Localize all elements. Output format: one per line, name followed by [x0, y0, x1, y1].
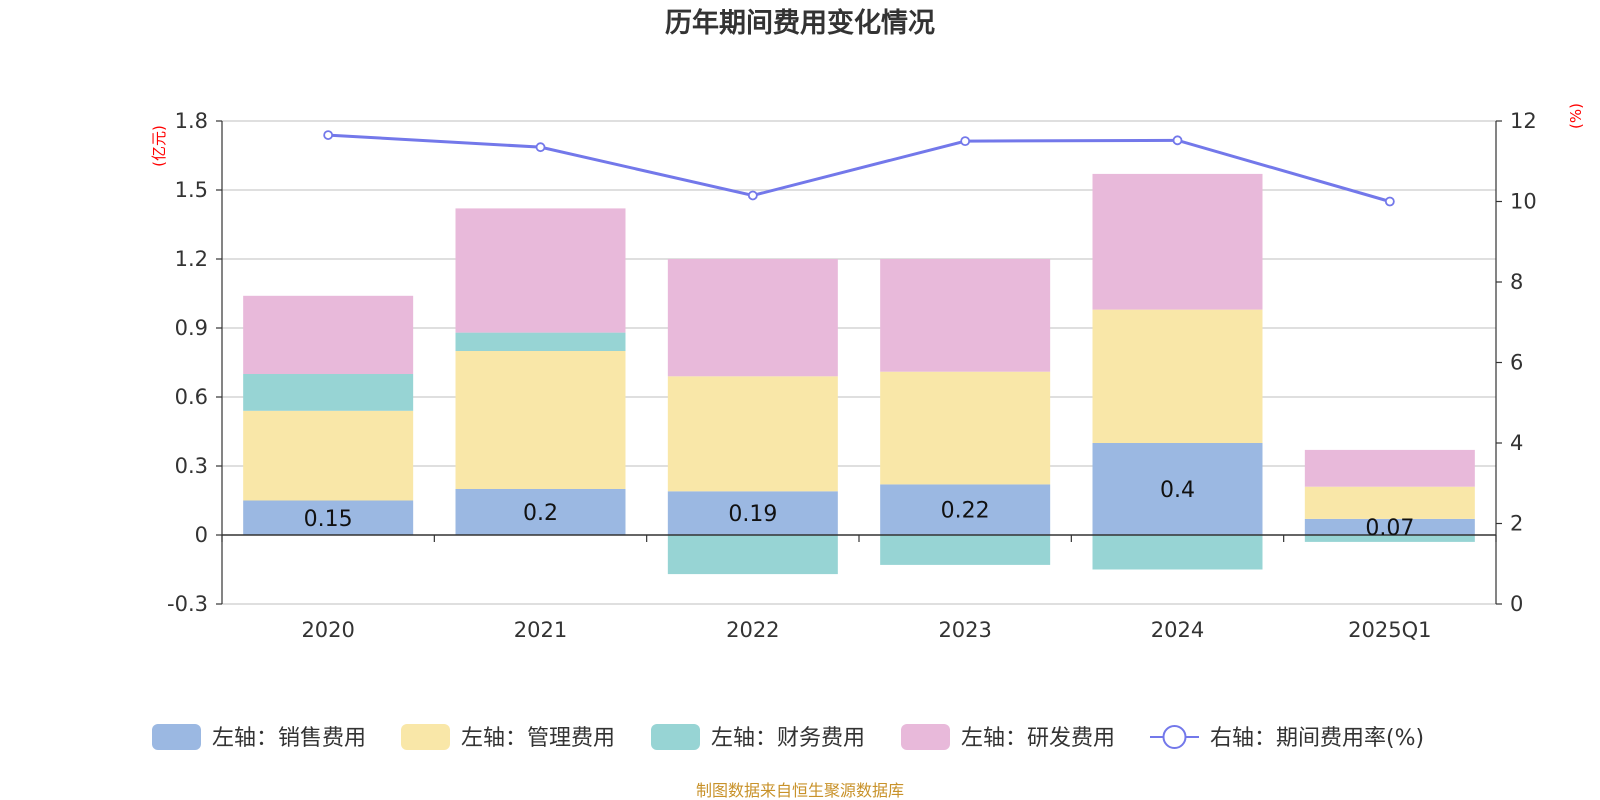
bar-segment [455, 208, 626, 333]
bar-segment [880, 535, 1051, 565]
bar-segment [667, 259, 838, 377]
bar-segment [880, 259, 1051, 372]
legend-swatch [901, 724, 950, 750]
bar-value-label: 0.2 [523, 501, 558, 526]
right-tick-label: 12 [1510, 109, 1537, 133]
category-label: 2023 [938, 618, 991, 642]
left-axis-unit: (亿元) [150, 125, 168, 167]
legend-label: 左轴：管理费用 [461, 726, 615, 751]
right-tick-label: 2 [1510, 512, 1523, 536]
bar-segment [880, 484, 1051, 535]
left-tick-label: -0.3 [167, 592, 208, 616]
category-label: 2020 [301, 618, 354, 642]
category-label: 2025Q1 [1348, 618, 1431, 642]
bar-segment [243, 374, 414, 411]
legend-marker [1162, 725, 1187, 749]
bar-segment [1092, 535, 1263, 570]
left-tick-label: 0.6 [175, 385, 208, 409]
category-label: 2021 [514, 618, 567, 642]
category-label: 2022 [726, 618, 779, 642]
bar-segment [667, 376, 838, 492]
left-tick-label: 0 [195, 523, 208, 547]
legend-swatch [651, 724, 700, 750]
bar-segment [243, 410, 414, 501]
right-tick-label: 6 [1510, 351, 1523, 375]
bar-segment [455, 489, 626, 535]
bars-layer [243, 173, 1475, 575]
bar-segment [1092, 309, 1263, 443]
legend-swatch [152, 724, 201, 750]
right-tick-label: 0 [1510, 592, 1523, 616]
left-tick-label: 1.8 [175, 109, 208, 133]
bar-segment [455, 332, 626, 351]
bar-value-label: 0.4 [1160, 478, 1195, 503]
legend: 左轴：销售费用 左轴：管理费用 左轴：财务费用 左轴：研发费用 右轴：期间费用率(%) [152, 724, 1424, 751]
bar-segment [1304, 449, 1475, 487]
rate-line-layer [323, 130, 1395, 207]
legend-label: 左轴：研发费用 [961, 726, 1115, 751]
legend-label: 右轴：期间费用率(%) [1210, 726, 1424, 751]
bar-labels-layer: 0.15 0.2 0.19 0.22 0.4 0.07 [304, 478, 1415, 541]
rate-point [1172, 135, 1183, 146]
right-tick-label: 4 [1510, 431, 1523, 455]
left-tick-label: 1.2 [175, 247, 208, 271]
rate-point [960, 136, 971, 147]
bar-segment [1092, 443, 1263, 535]
axes-layer: -0.3 0 0.3 0.6 0.9 1.2 1.5 1.8 0 2 4 6 8 10 12 2020 2021… [167, 109, 1537, 642]
bar-segment [455, 351, 626, 489]
bar-segment [1304, 518, 1475, 535]
rate-point [747, 190, 758, 201]
left-tick-label: 0.9 [175, 316, 208, 340]
rate-point [535, 142, 546, 153]
right-axis-unit: (%) [1567, 103, 1585, 129]
bar-segment [667, 491, 838, 535]
legend-label: 左轴：财务费用 [711, 726, 865, 751]
bar-segment [1304, 535, 1475, 542]
right-tick-label: 8 [1510, 270, 1523, 294]
right-tick-label: 10 [1510, 190, 1537, 214]
legend-label: 左轴：销售费用 [212, 726, 366, 751]
bar-segment [243, 500, 414, 535]
bar-value-label: 0.22 [941, 499, 990, 524]
category-label: 2024 [1151, 618, 1204, 642]
rate-line [328, 133, 1391, 203]
bar-segment [1092, 173, 1263, 310]
legend-swatch [401, 724, 450, 750]
bar-value-label: 0.19 [728, 502, 777, 527]
rate-point [323, 130, 334, 140]
chart-title: 历年期间费用变化情况 [665, 7, 935, 39]
bar-value-label: 0.15 [304, 507, 353, 532]
bar-segment [1304, 486, 1475, 519]
source-note: 制图数据来自恒生聚源数据库 [696, 781, 904, 800]
left-tick-label: 1.5 [175, 178, 208, 202]
gridlines [222, 120, 1496, 605]
bar-segment [243, 295, 414, 374]
left-tick-label: 0.3 [175, 454, 208, 478]
bar-segment [667, 535, 838, 575]
rate-point [1384, 196, 1395, 207]
bar-value-label: 0.07 [1365, 516, 1414, 541]
bar-segment [880, 371, 1051, 485]
